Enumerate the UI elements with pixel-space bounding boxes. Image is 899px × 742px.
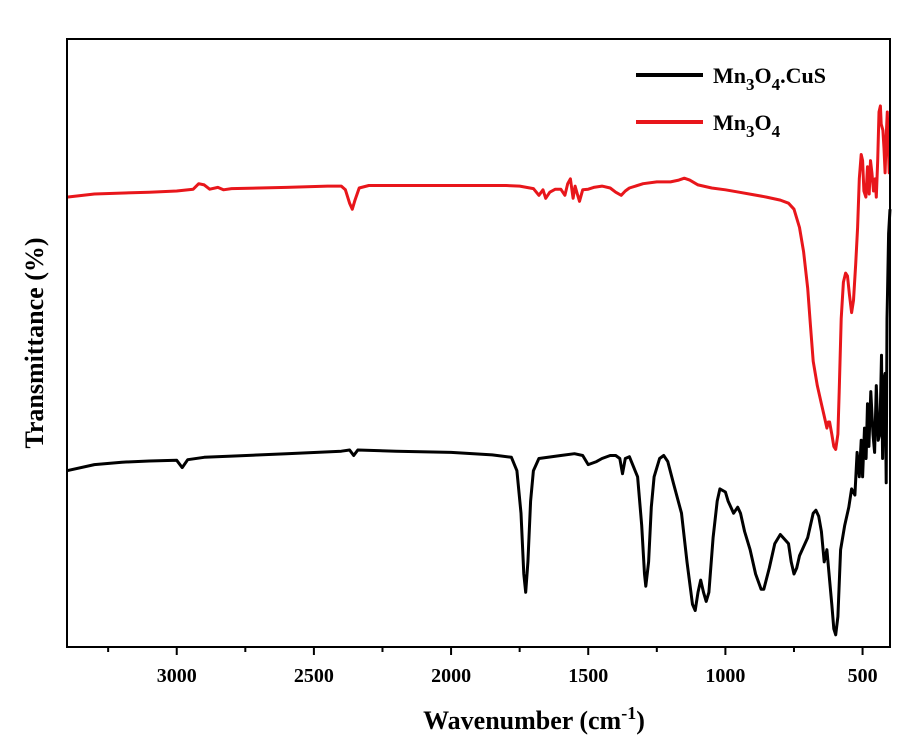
x-tick-label: 500 [848,665,878,687]
plot-frame [66,38,891,648]
series-line-mn3o4 [66,104,891,451]
x-axis-title: Wavenumber (cm-1) [423,703,645,735]
series-lines [66,104,892,637]
x-tick-label: 1000 [705,665,745,687]
series-line-mn3o4_cus [66,209,892,637]
legend-label-mn3o4: Mn3O4 [713,110,781,141]
x-tick-label: 1500 [568,665,608,687]
x-axis-ticks: 3000 2500 2000 1500 1000 500 [107,647,878,687]
x-tick-label: 2000 [431,665,471,687]
x-tick-label: 2500 [294,665,334,687]
legend: Mn3O4.CuS Mn3O4 [636,63,826,141]
x-tick-label: 3000 [157,665,197,687]
legend-label-mn3o4_cus: Mn3O4.CuS [713,63,826,94]
y-axis-title: Transmittance (%) [20,237,49,448]
